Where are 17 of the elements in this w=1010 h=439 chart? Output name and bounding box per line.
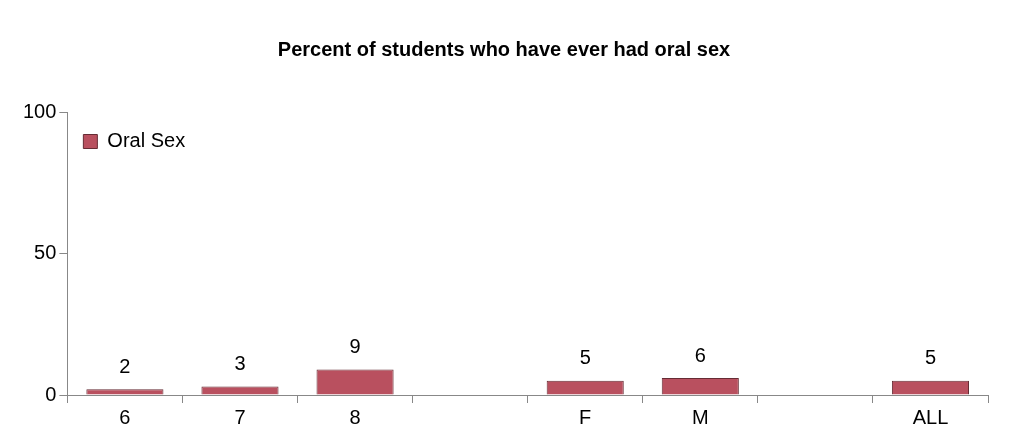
x-tick-label: M (691, 405, 709, 428)
data-label: 2 (119, 354, 131, 377)
x-tick-label: F (579, 405, 592, 428)
data-label: 6 (694, 343, 706, 366)
x-tick-label: ALL (912, 405, 949, 428)
y-tick-label: 100 (22, 99, 57, 122)
y-tick-label: 50 (34, 241, 57, 264)
data-label: 9 (349, 335, 361, 358)
data-label: 3 (234, 352, 246, 375)
chart-title: Percent of students who have ever had oral sex (277, 37, 731, 60)
data-label: 5 (579, 346, 591, 369)
y-tick-label: 0 (45, 382, 57, 405)
x-tick-label: 6 (119, 405, 131, 428)
x-tick-label: 8 (349, 405, 361, 428)
x-tick-label: 7 (234, 405, 246, 428)
data-label: 5 (924, 346, 937, 369)
legend-label: Oral Sex (107, 129, 186, 152)
